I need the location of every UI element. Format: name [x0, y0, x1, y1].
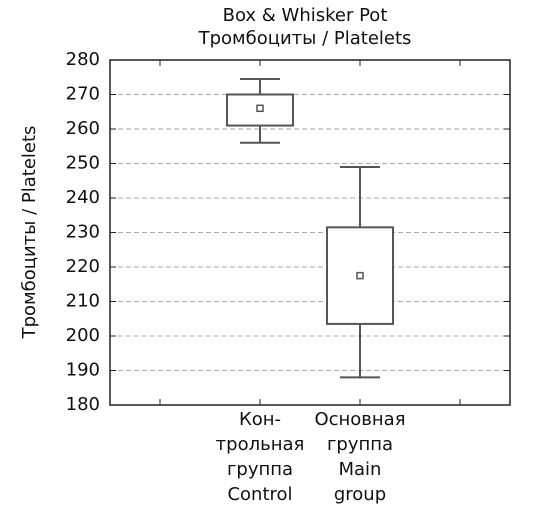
y-tick-label: 250 — [66, 153, 100, 174]
y-tick-label: 240 — [66, 187, 100, 208]
y-tick-label: 260 — [66, 118, 100, 139]
chart-title: Box & Whisker Pot — [223, 5, 388, 26]
center-marker — [356, 271, 364, 280]
y-tick-label: 270 — [66, 84, 100, 105]
x-tick-label: Main — [339, 459, 382, 480]
x-tick-label: group — [334, 484, 386, 505]
x-tick-label: группа — [327, 434, 393, 455]
y-tick-label: 210 — [66, 291, 100, 312]
y-tick-label: 220 — [66, 256, 100, 277]
x-tick-label: Основная — [314, 409, 405, 430]
x-tick-label: группа — [227, 459, 293, 480]
y-tick-label: 280 — [66, 49, 100, 70]
chart-title: Тромбоциты / Platelets — [198, 28, 412, 49]
y-axis-label: Тромбоциты / Platelets — [19, 126, 40, 340]
x-tick-label: Control — [227, 484, 292, 505]
y-tick-label: 230 — [66, 222, 100, 243]
y-tick-label: 200 — [66, 325, 100, 346]
y-tick-label: 190 — [66, 360, 100, 381]
x-tick-label: Кон- — [239, 409, 281, 430]
y-tick-label: 180 — [66, 394, 100, 415]
plot-frame — [109, 59, 511, 406]
x-tick-label: трольная — [216, 434, 305, 455]
center-marker — [256, 104, 264, 113]
